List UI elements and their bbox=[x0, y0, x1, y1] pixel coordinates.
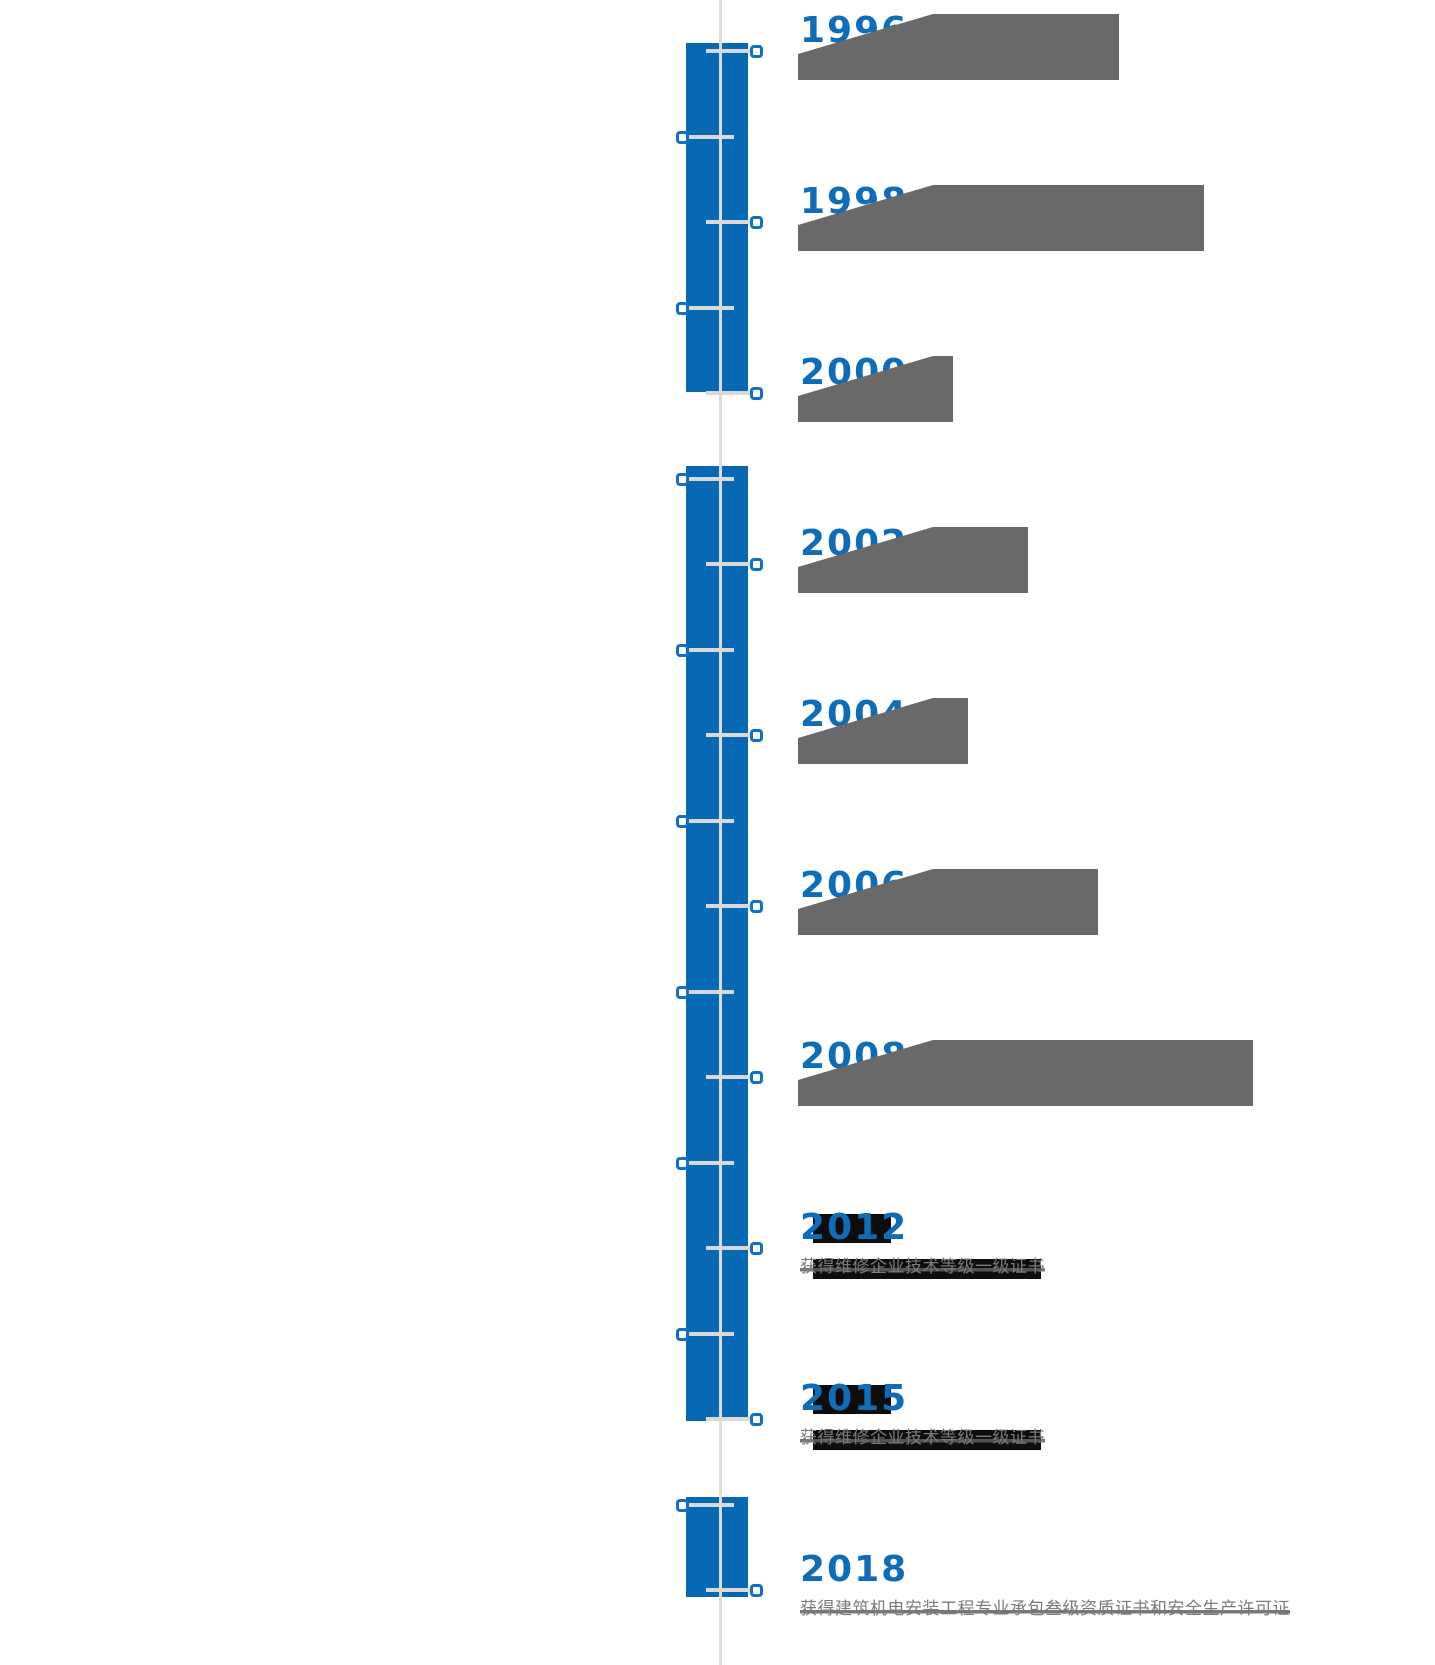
connector-line bbox=[706, 562, 752, 566]
connector-line bbox=[706, 1588, 752, 1592]
entry-description: 获得建筑机电安装工程专业承包叁级资质证书和安全生产许可证 bbox=[800, 1599, 1290, 1620]
timeline-node-dot bbox=[750, 1071, 763, 1084]
timeline-axis-line bbox=[719, 0, 722, 1665]
entry-description: 获得维修企业技术等级一级证书 bbox=[800, 1428, 1045, 1449]
connector-line bbox=[684, 1503, 734, 1507]
connector-line bbox=[684, 135, 734, 139]
timeline-node-dot bbox=[750, 729, 763, 742]
connector-line bbox=[684, 477, 734, 481]
timeline-node-dot bbox=[676, 131, 689, 144]
timeline-node-dot bbox=[750, 1413, 763, 1426]
connector-line bbox=[684, 819, 734, 823]
connector-line bbox=[684, 1161, 734, 1165]
timeline-node-dot bbox=[750, 216, 763, 229]
timeline-node-dot bbox=[750, 1242, 763, 1255]
timeline-node-dot bbox=[676, 815, 689, 828]
timeline-node-dot bbox=[676, 986, 689, 999]
timeline-bar-segment-3 bbox=[686, 1497, 748, 1597]
connector-line bbox=[684, 306, 734, 310]
selection-highlight-year bbox=[813, 1214, 891, 1243]
timeline-node-dot bbox=[676, 302, 689, 315]
connector-line bbox=[706, 49, 752, 53]
connector-line bbox=[684, 990, 734, 994]
year-label: 2015 bbox=[800, 1378, 909, 1419]
timeline-node-dot bbox=[676, 1499, 689, 1512]
timeline-node-dot bbox=[750, 387, 763, 400]
timeline-node-dot bbox=[750, 45, 763, 58]
connector-line bbox=[706, 904, 752, 908]
timeline-node-dot bbox=[676, 644, 689, 657]
timeline-node-dot bbox=[676, 473, 689, 486]
timeline-node-dot bbox=[676, 1157, 689, 1170]
connector-line bbox=[706, 733, 752, 737]
timeline-node-dot bbox=[750, 1584, 763, 1597]
timeline-node-dot bbox=[750, 558, 763, 571]
year-label: 2018 bbox=[800, 1549, 909, 1590]
entry-description: 获得维修企业技术等级一级证书 bbox=[800, 1257, 1045, 1278]
connector-line bbox=[684, 1332, 734, 1336]
connector-line bbox=[684, 648, 734, 652]
timeline-bar-segment-2 bbox=[686, 466, 748, 1421]
timeline-node-dot bbox=[676, 1328, 689, 1341]
year-label: 2012 bbox=[800, 1207, 909, 1248]
connector-line bbox=[706, 1075, 752, 1079]
connector-line bbox=[706, 220, 752, 224]
connector-line bbox=[706, 391, 752, 395]
connector-line bbox=[706, 1246, 752, 1250]
timeline-node-dot bbox=[750, 900, 763, 913]
connector-line bbox=[706, 1417, 752, 1421]
selection-highlight-year bbox=[813, 1385, 891, 1414]
timeline-bar-segment-1 bbox=[686, 43, 748, 392]
